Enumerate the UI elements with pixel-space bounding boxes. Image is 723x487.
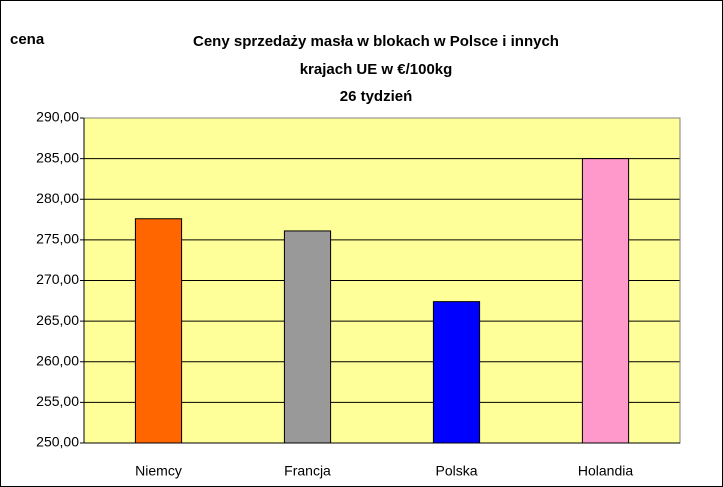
x-tick-label: Holandia [578, 463, 633, 479]
bar [432, 301, 481, 444]
chart-title: Ceny sprzedaży masła w blokach w Polsce … [193, 33, 559, 50]
y-tick-label: 290,00 [36, 109, 79, 125]
x-tick-label: Niemcy [135, 463, 182, 479]
y-tick-label: 250,00 [36, 434, 79, 450]
bar [134, 218, 183, 444]
y-tick-label: 260,00 [36, 352, 79, 368]
bar [283, 230, 332, 444]
y-tick-label: 275,00 [36, 231, 79, 247]
y-tick-label: 280,00 [36, 190, 79, 206]
x-tick-label: Polska [435, 463, 477, 479]
chart-title: krajach UE w €/100kg [300, 61, 453, 78]
y-tick-label: 270,00 [36, 271, 79, 287]
bar [581, 158, 630, 444]
y-axis-label: cena [10, 31, 45, 48]
y-tick-label: 285,00 [36, 149, 79, 165]
x-tick-label: Francja [284, 463, 331, 479]
chart-title: 26 tydzień [340, 88, 413, 105]
y-tick-label: 255,00 [36, 393, 79, 409]
y-tick-label: 265,00 [36, 312, 79, 328]
